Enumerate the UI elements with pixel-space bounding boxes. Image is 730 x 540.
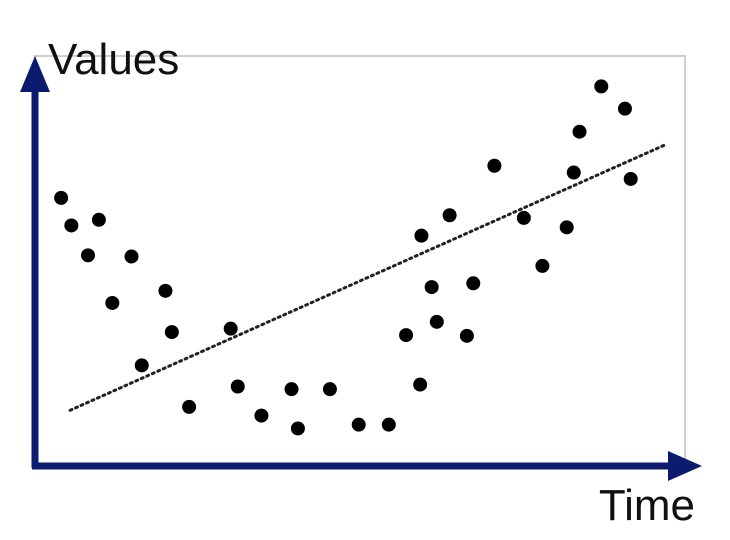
data-point xyxy=(105,295,120,310)
data-point xyxy=(466,276,481,291)
data-point xyxy=(91,212,106,227)
data-point xyxy=(623,171,638,186)
x-axis-arrowhead xyxy=(668,451,702,481)
data-point xyxy=(487,158,502,173)
trend-layer xyxy=(68,142,669,412)
data-point xyxy=(64,218,79,233)
data-point xyxy=(442,208,457,223)
data-point xyxy=(290,421,305,436)
data-point xyxy=(381,417,396,432)
data-point xyxy=(399,328,414,343)
data-point xyxy=(535,258,550,273)
data-point xyxy=(164,325,179,340)
data-point xyxy=(134,358,149,373)
data-point xyxy=(351,417,366,432)
data-point xyxy=(414,228,429,243)
data-point xyxy=(223,321,238,336)
data-point xyxy=(594,79,609,94)
data-point xyxy=(516,210,531,225)
data-point xyxy=(230,379,245,394)
y-axis-arrowhead xyxy=(20,56,50,92)
data-point xyxy=(158,283,173,298)
points-layer xyxy=(54,79,638,436)
x-axis-label: Time xyxy=(599,481,695,530)
y-axis-label: Values xyxy=(48,35,179,84)
data-point xyxy=(429,314,444,329)
data-point xyxy=(617,101,632,116)
data-point xyxy=(572,124,587,139)
data-point xyxy=(254,408,269,423)
data-point xyxy=(424,280,439,295)
data-point xyxy=(413,377,428,392)
data-point xyxy=(566,165,581,180)
data-point xyxy=(54,190,69,205)
data-point xyxy=(459,328,474,343)
data-point xyxy=(322,382,337,397)
data-point xyxy=(284,382,299,397)
data-point xyxy=(124,249,139,264)
data-point xyxy=(182,399,197,414)
data-point xyxy=(81,248,95,263)
data-point xyxy=(559,220,574,235)
trend-line xyxy=(68,142,669,412)
